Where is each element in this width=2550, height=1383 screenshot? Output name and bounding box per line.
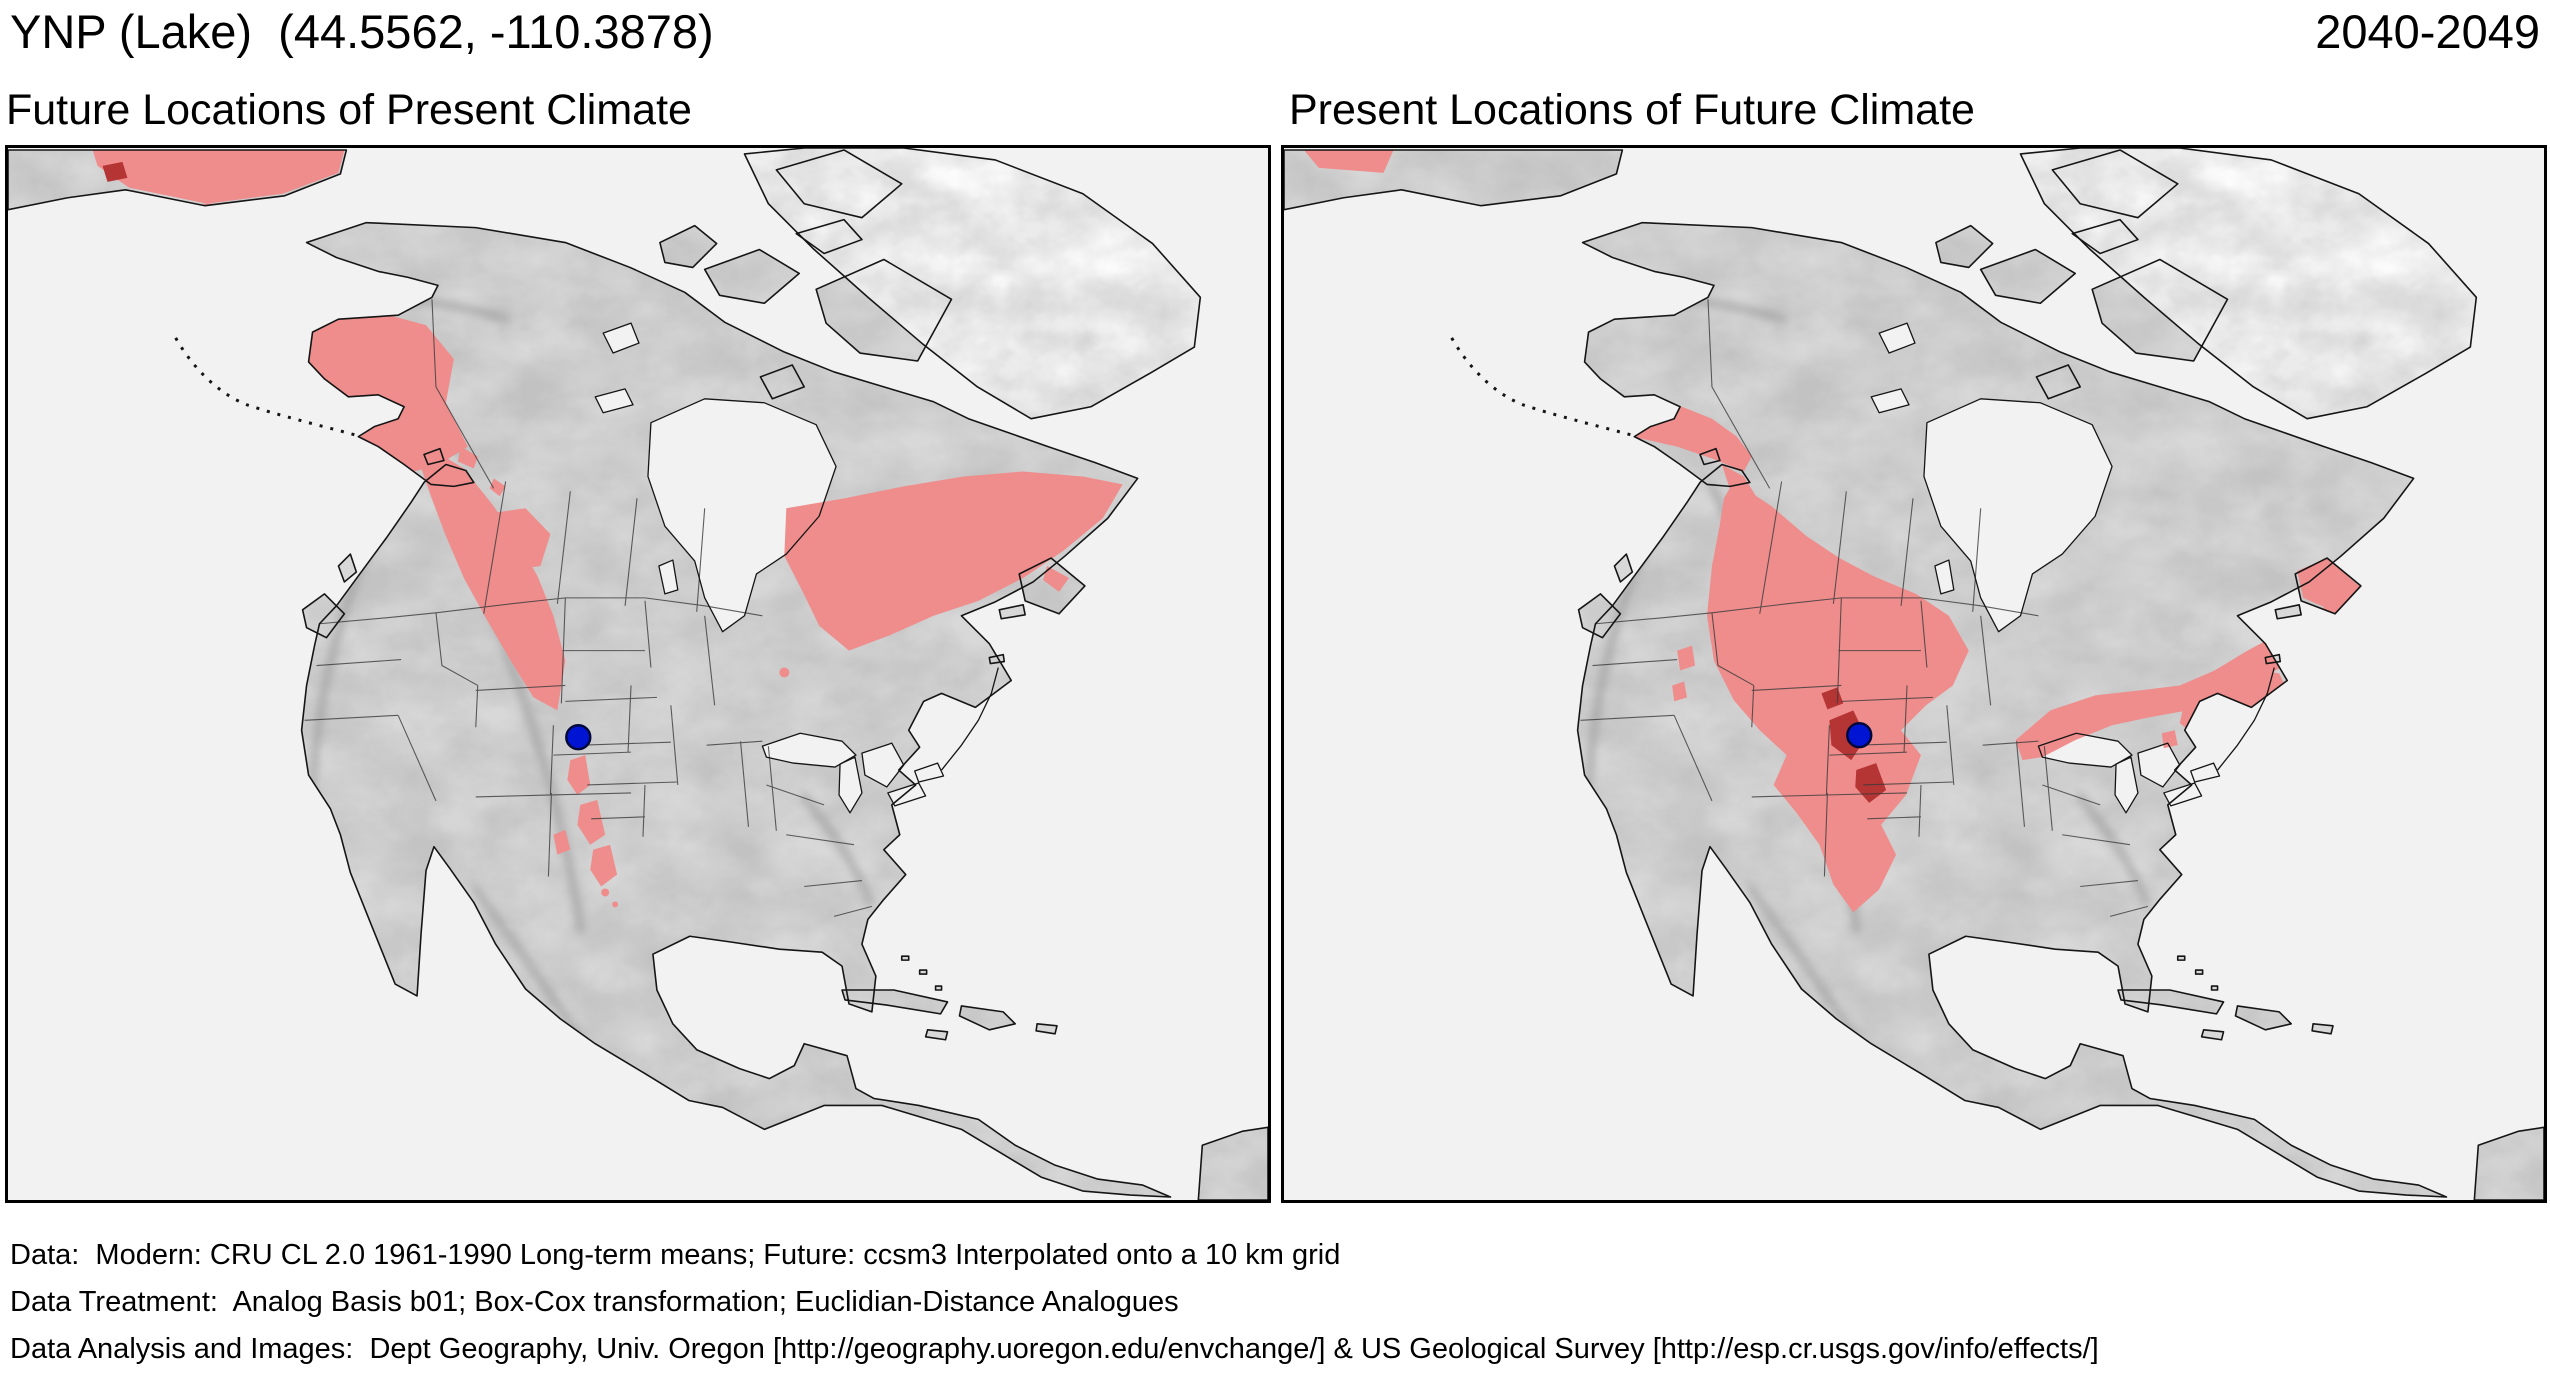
footer-analysis-line: Data Analysis and Images: Dept Geography… [10,1333,2099,1365]
future-locations-map-svg [8,148,1268,1200]
footer-credits: Data: Modern: CRU CL 2.0 1961-1990 Long-… [10,1232,2099,1373]
present-locations-map [1281,145,2547,1203]
footer-treatment-line: Data Treatment: Analog Basis b01; Box-Co… [10,1286,1179,1318]
site-marker [1846,722,1873,749]
page-title: YNP (Lake) (44.5562, -110.3878) [10,5,714,58]
present-locations-map-svg [1284,148,2544,1200]
footer-data-line: Data: Modern: CRU CL 2.0 1961-1990 Long-… [10,1239,1341,1271]
future-locations-map [5,145,1271,1203]
left-map-title: Future Locations of Present Climate [6,86,692,134]
right-map-title: Present Locations of Future Climate [1289,86,1975,134]
site-marker [565,724,592,751]
period-label: 2040-2049 [2315,5,2540,58]
